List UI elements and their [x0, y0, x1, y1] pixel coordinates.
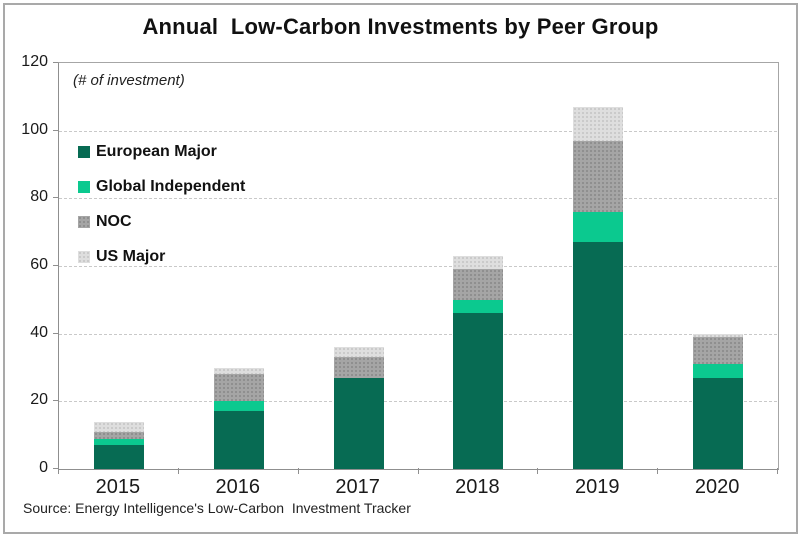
x-axis-label: 2018	[455, 476, 500, 498]
legend-item: US Major	[78, 239, 245, 274]
bar-segment	[333, 347, 384, 358]
y-tick	[53, 197, 58, 199]
x-axis-label: 2019	[575, 476, 620, 498]
bar-segment	[93, 438, 144, 446]
legend-swatch	[78, 215, 90, 228]
bar-segment	[213, 401, 264, 412]
y-axis-label: 20	[30, 391, 48, 409]
bar-segment	[453, 255, 504, 270]
bar-segment	[93, 445, 144, 469]
x-axis-label: 2016	[215, 476, 261, 498]
x-axis-label: 2015	[95, 476, 141, 498]
x-tick	[297, 468, 299, 474]
legend-item: Global Independent	[78, 169, 245, 204]
legend-swatch	[78, 250, 90, 263]
y-axis-label: 80	[30, 188, 48, 206]
legend-swatch	[78, 145, 90, 158]
bar-segment	[693, 333, 744, 338]
gridline	[59, 130, 778, 132]
bar-segment	[333, 357, 384, 378]
bar-segment	[693, 377, 744, 469]
gridline	[59, 198, 778, 200]
y-tick	[53, 62, 58, 63]
y-axis-label: 0	[39, 459, 48, 476]
y-axis-label: 100	[21, 120, 48, 138]
legend-item: European Major	[78, 134, 245, 169]
axis-unit-annotation: (# of investment)	[73, 72, 185, 89]
chart-title: Annual Low-Carbon Investments by Peer Gr…	[142, 14, 659, 39]
x-tick	[777, 468, 778, 474]
bar-segment	[93, 431, 144, 439]
bar-segment	[453, 313, 504, 469]
bar-segment	[573, 140, 624, 212]
y-tick	[53, 332, 58, 334]
bar-segment	[213, 367, 264, 375]
bar-segment	[333, 377, 384, 469]
source-note: Source: Energy Intelligence's Low-Carbon…	[23, 500, 411, 516]
plot-area: (# of investment) European Major Global I…	[58, 62, 779, 470]
bar-segment	[573, 211, 624, 243]
legend: European Major Global Independent NOC US Ma…	[78, 134, 245, 274]
x-axis-label: 2020	[694, 476, 740, 498]
y-axis-label: 40	[30, 323, 48, 341]
legend-label: Global Independent	[96, 177, 246, 195]
gridline	[59, 401, 778, 403]
x-tick	[657, 468, 659, 474]
gridline	[59, 333, 778, 335]
gridline	[59, 266, 778, 267]
y-axis-label: 120	[21, 53, 48, 70]
bar-segment	[573, 107, 624, 141]
legend-label: European Major	[96, 142, 217, 160]
y-tick	[53, 265, 58, 266]
y-tick	[53, 400, 58, 402]
bar-segment	[453, 269, 504, 300]
y-axis-label: 60	[30, 256, 48, 273]
x-axis-label: 2017	[335, 476, 380, 498]
legend-swatch	[78, 180, 90, 193]
x-tick	[537, 468, 539, 474]
bar-segment	[693, 364, 744, 378]
x-tick	[58, 468, 59, 474]
y-tick	[53, 468, 58, 469]
legend-label: US Major	[96, 247, 166, 265]
legend-item: NOC	[78, 204, 245, 239]
legend-label: NOC	[96, 212, 132, 230]
x-tick	[417, 468, 419, 474]
x-tick	[177, 468, 179, 474]
bar-segment	[213, 411, 264, 469]
bar-segment	[93, 421, 144, 432]
y-tick	[53, 129, 58, 131]
bar-segment	[573, 242, 624, 469]
bar-segment	[213, 374, 264, 402]
bar-segment	[693, 337, 744, 365]
bar-segment	[453, 299, 504, 314]
